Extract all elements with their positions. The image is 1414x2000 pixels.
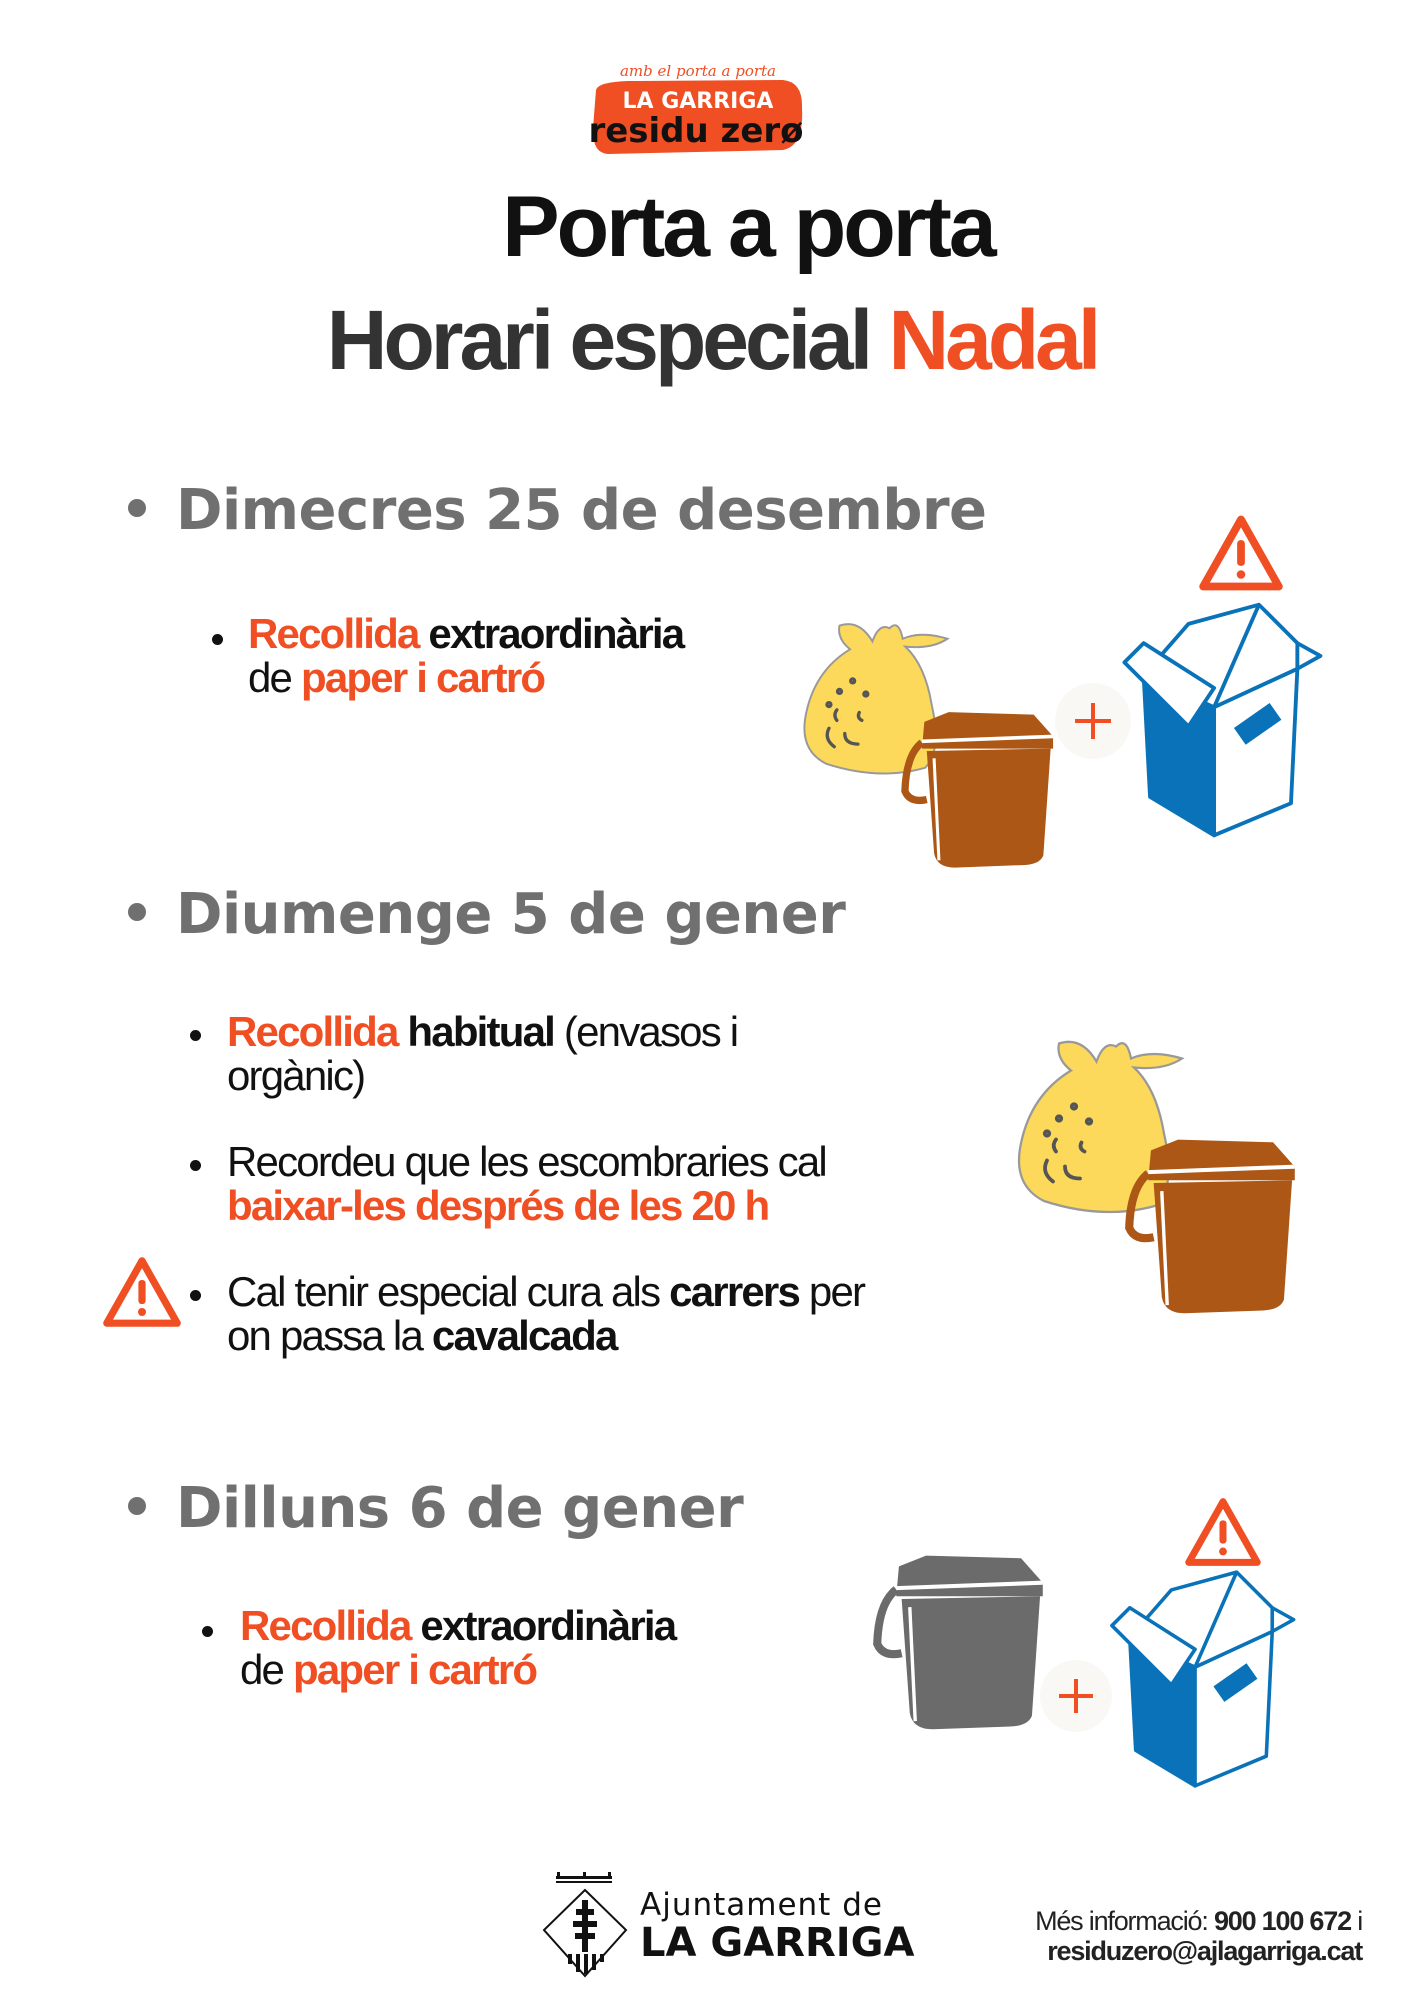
subtitle-accent: Nadal [888,293,1101,387]
council-name: Ajuntament de LA GARRIGA [640,1887,914,1963]
warning-icon [1183,1497,1263,1567]
heading-text: Diumenge 5 de gener [176,882,846,947]
list-item: Recollida extraordinària de paper i cart… [248,610,685,701]
text: de [248,654,301,701]
subtitle-main: Horari especial [326,293,873,387]
email-link[interactable]: residuzero@ajlagarriga.cat [1047,1936,1363,1966]
text: i [1350,1906,1363,1936]
list-item: Cal tenir especial cura als carrers per … [227,1268,866,1359]
bullet [202,1626,213,1637]
section-heading-jan-5: Diumenge 5 de gener [128,882,846,947]
highlight-text: baixar-les després de les 20 h [227,1182,770,1229]
list-item: Recollida extraordinària de paper i cart… [240,1602,677,1693]
rest-bin-icon [870,1542,1050,1732]
section-heading-dec-25: Dimecres 25 de desembre [128,478,987,543]
bullet [128,902,146,921]
text: Cal tenir especial cura als [227,1268,670,1315]
phone-link[interactable]: 900 100 672 [1213,1906,1352,1936]
bold-text: habitual [397,1008,555,1055]
section-heading-jan-6: Dilluns 6 de gener [128,1476,744,1541]
organic-bin-icon [900,700,1058,870]
contact-info: Més informació: 900 100 672 i residuzero… [1035,1906,1363,1966]
svg-text:residu zerø: residu zerø [588,111,803,151]
list-item: Recordeu que les escombraries cal baixar… [227,1138,828,1229]
text: orgànic) [227,1052,366,1099]
warning-icon [100,1256,184,1328]
bullet [128,498,146,517]
la-garriga-residu-zero-logo: amb el porta a porta LA GARRIGA residu z… [588,58,810,158]
bold-text: extraordinària [410,1602,677,1649]
text: on passa la [227,1312,432,1359]
bullet [190,1030,201,1041]
warning-icon [1198,514,1284,592]
text: per [799,1268,866,1315]
council-line1: Ajuntament de [640,1887,883,1923]
council-coat-of-arms [540,1872,630,1983]
council-line2: LA GARRIGA [640,1920,915,1966]
organic-bin-icon [1118,1126,1306,1316]
bullet [212,634,223,645]
paper-box-icon [1118,598,1323,842]
bullet [190,1290,201,1301]
heading-text: Dimecres 25 de desembre [176,478,987,543]
highlight-text: Recollida [240,1602,412,1649]
plus-icon [1040,1660,1112,1732]
heading-text: Dilluns 6 de gener [176,1476,744,1541]
highlight-text: Recollida [248,610,420,657]
text: (envasos i [554,1008,739,1055]
highlight-text: paper i cartró [293,1646,538,1693]
svg-text:amb el porta a porta: amb el porta a porta [620,62,776,80]
text: de [240,1646,293,1693]
bold-text: cavalcada [431,1312,618,1359]
info-label: Més informació: [1035,1906,1214,1936]
svg-text:LA GARRIGA: LA GARRIGA [623,89,774,114]
plus-icon [1055,683,1131,759]
bullet [128,1496,146,1515]
list-item: Recollida habitual (envasos i orgànic) [227,1008,739,1099]
highlight-text: Recollida [227,1008,399,1055]
bullet [190,1160,201,1171]
bold-text: extraordinària [418,610,685,657]
page-subtitle: Horari especial Nadal [0,292,1414,389]
paper-box-icon [1106,1562,1296,1796]
text: Recordeu que les escombraries cal [227,1138,828,1185]
bold-text: carrers [669,1268,801,1315]
highlight-text: paper i cartró [301,654,546,701]
page-title: Porta a porta [502,179,996,275]
